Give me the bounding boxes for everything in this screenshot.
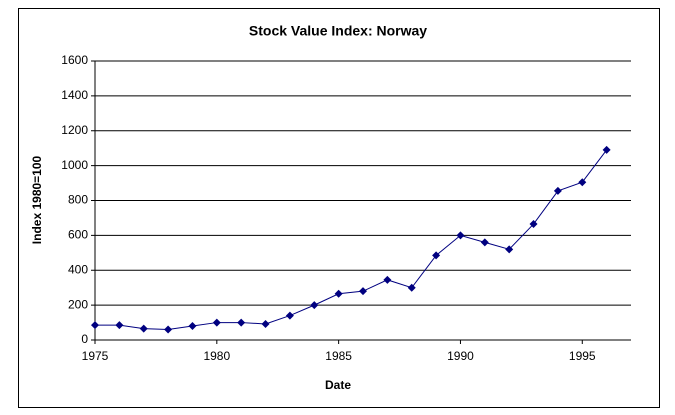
y-tick-label: 400 bbox=[68, 262, 88, 276]
point-marker bbox=[188, 322, 197, 331]
point-marker bbox=[553, 186, 562, 195]
chart-frame bbox=[18, 8, 660, 408]
y-tick-label: 1600 bbox=[61, 53, 88, 67]
point-marker bbox=[139, 324, 148, 333]
point-marker bbox=[334, 289, 343, 298]
y-tick-label: 1000 bbox=[61, 158, 88, 172]
x-tick-label: 1995 bbox=[569, 349, 596, 363]
point-marker bbox=[407, 283, 416, 292]
point-marker bbox=[91, 321, 99, 330]
x-tick-label: 1985 bbox=[325, 349, 352, 363]
series-line bbox=[95, 149, 608, 331]
y-tick-label: 800 bbox=[68, 193, 88, 207]
point-marker bbox=[578, 178, 587, 187]
point-marker bbox=[164, 325, 173, 334]
point-marker bbox=[505, 245, 514, 254]
x-tick-label: 1975 bbox=[82, 349, 109, 363]
point-marker bbox=[529, 220, 538, 229]
point-marker bbox=[359, 287, 367, 296]
y-tick-label: 0 bbox=[81, 332, 88, 346]
point-marker bbox=[432, 251, 441, 260]
y-tick-label: 600 bbox=[68, 228, 88, 242]
point-marker bbox=[261, 319, 270, 328]
y-tick-label: 200 bbox=[68, 297, 88, 311]
point-marker bbox=[212, 318, 221, 327]
x-tick-label: 1980 bbox=[203, 349, 230, 363]
y-tick-label: 1400 bbox=[61, 88, 88, 102]
point-marker bbox=[480, 238, 489, 247]
point-marker bbox=[602, 145, 611, 154]
point-marker bbox=[456, 231, 465, 240]
point-marker bbox=[115, 321, 124, 330]
x-axis-label: Date bbox=[325, 378, 351, 392]
point-marker bbox=[237, 318, 246, 327]
point-marker bbox=[383, 275, 392, 284]
y-tick-label: 1200 bbox=[61, 123, 88, 137]
chart-title: Stock Value Index: Norway bbox=[249, 23, 427, 39]
point-marker bbox=[285, 311, 294, 320]
y-axis-label: Index 1980=100 bbox=[30, 155, 44, 244]
x-tick-label: 1990 bbox=[447, 349, 474, 363]
point-marker bbox=[310, 301, 319, 310]
